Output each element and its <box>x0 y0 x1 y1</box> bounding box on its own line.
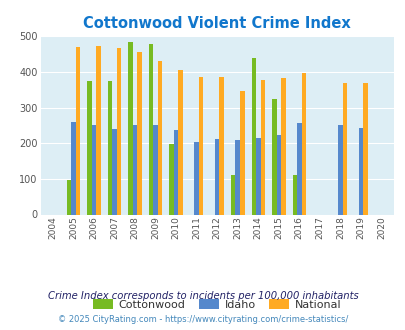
Bar <box>251 58 256 214</box>
Bar <box>256 138 260 214</box>
Bar <box>292 175 296 215</box>
Bar <box>169 144 173 214</box>
Bar <box>96 46 100 214</box>
Bar <box>358 127 362 214</box>
Bar <box>71 122 75 214</box>
Bar <box>107 81 112 214</box>
Bar <box>235 140 239 214</box>
Bar <box>149 45 153 215</box>
Bar <box>132 125 137 214</box>
Bar <box>260 81 264 214</box>
Legend: Cottonwood, Idaho, National: Cottonwood, Idaho, National <box>89 295 345 314</box>
Bar <box>296 122 301 214</box>
Bar <box>178 70 183 214</box>
Bar <box>66 180 71 214</box>
Bar <box>230 175 235 215</box>
Bar <box>153 125 158 214</box>
Bar <box>87 81 92 214</box>
Bar <box>301 73 305 214</box>
Bar <box>337 125 342 214</box>
Bar <box>271 99 276 214</box>
Bar <box>173 130 178 214</box>
Bar <box>92 125 96 214</box>
Bar <box>214 139 219 214</box>
Bar <box>239 91 244 214</box>
Bar <box>280 78 285 214</box>
Bar <box>194 142 198 214</box>
Bar <box>75 47 80 214</box>
Bar <box>128 42 132 215</box>
Bar <box>276 135 280 214</box>
Bar <box>112 129 117 214</box>
Title: Cottonwood Violent Crime Index: Cottonwood Violent Crime Index <box>83 16 350 31</box>
Bar <box>158 60 162 214</box>
Bar <box>342 83 346 214</box>
Text: Crime Index corresponds to incidents per 100,000 inhabitants: Crime Index corresponds to incidents per… <box>47 291 358 301</box>
Bar <box>137 52 141 214</box>
Bar <box>117 48 121 214</box>
Bar <box>362 83 367 214</box>
Text: © 2025 CityRating.com - https://www.cityrating.com/crime-statistics/: © 2025 CityRating.com - https://www.city… <box>58 315 347 324</box>
Bar <box>219 77 224 215</box>
Bar <box>198 77 203 215</box>
